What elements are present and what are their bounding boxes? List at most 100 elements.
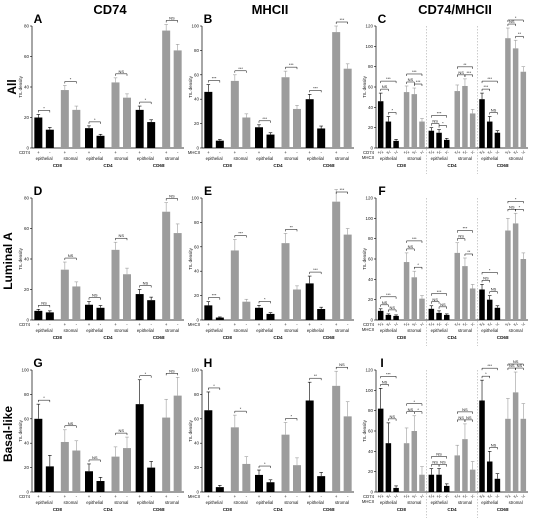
epithelial-label: epithelial: [86, 156, 103, 161]
significance-bracket: [309, 271, 322, 275]
significance-bracket: [414, 266, 423, 270]
significance-label: *: [515, 15, 517, 20]
bar-sub-label: +: [88, 150, 91, 155]
bar-cd68-epithelial: [494, 307, 501, 320]
significance-label: *: [94, 117, 96, 122]
bar-cd8-epithelial: [204, 410, 213, 492]
bar-sub-label: +: [37, 322, 40, 327]
epithelial-label: epithelial: [137, 500, 154, 505]
bar-sub-label: +: [234, 322, 237, 327]
bar-cd68-epithelial: [135, 109, 144, 148]
bar-cd4-stromal: [454, 252, 460, 320]
y-tick-label: 60: [368, 257, 374, 262]
significance-label: ***: [386, 371, 391, 376]
bar-sub-label: +/-: [436, 494, 442, 499]
bar-cd68-stromal: [343, 234, 352, 320]
bar-sub-label: +/+: [378, 150, 385, 155]
stromal-label: stromal: [335, 500, 349, 505]
group-label-cd4: CD4: [447, 507, 457, 512]
group-label-cd4: CD4: [447, 163, 457, 168]
significance-bracket: [515, 35, 524, 39]
significance-label: NS: [440, 460, 446, 465]
bar-sub-label: +/+: [403, 322, 410, 327]
bar-sub-label: +: [234, 150, 237, 155]
significance-bracket: [64, 81, 77, 84]
significance-label: NS: [491, 107, 497, 112]
bar-sub-label: +/-: [436, 322, 442, 327]
significance-label: *: [264, 461, 266, 466]
bar-sub-label: +/-: [513, 150, 519, 155]
epithelial-label: epithelial: [431, 328, 448, 333]
bar-sub-label: -: [177, 150, 179, 155]
bar-sub-label: +: [207, 150, 210, 155]
significance-bracket: [115, 432, 128, 436]
y-tick-label: 80: [24, 392, 30, 397]
significance-label: NS: [92, 455, 98, 460]
group-label-cd8: CD8: [223, 507, 233, 512]
y-axis-label: TIL density: [188, 75, 193, 98]
significance-label: *: [290, 413, 292, 418]
bar-cd68-epithelial: [135, 404, 144, 492]
y-axis-label: TIL density: [18, 419, 23, 442]
significance-bracket: [457, 238, 466, 241]
bar-sub-label: -: [126, 150, 128, 155]
significance-label: NS: [68, 421, 74, 426]
significance-label: NS: [458, 415, 464, 420]
significance-label: **: [467, 249, 471, 254]
significance-bracket: [431, 301, 440, 304]
panel-letter: D: [34, 184, 43, 198]
bar-cd68-stromal: [343, 416, 352, 492]
significance-bracket: [406, 411, 415, 414]
bar-cd4-stromal: [123, 274, 131, 320]
significance-bracket: [507, 367, 516, 371]
stromal-label: stromal: [234, 500, 248, 505]
y-tick-label: 100: [191, 368, 199, 373]
bar-cd8-epithelial: [34, 310, 43, 320]
bar-sub-label: -: [320, 150, 322, 155]
significance-bracket: [380, 304, 389, 307]
bar-cd4-epithelial: [444, 139, 450, 148]
significance-label: NS: [169, 194, 175, 199]
bar-sub-label: +/-: [386, 150, 392, 155]
significance-bracket: [457, 66, 473, 69]
panel-letter: B: [204, 12, 213, 26]
panel-e: E 0 20 40 60 80 100 TIL density + - + - epithelial st…: [184, 184, 362, 354]
y-tick-label: 20: [24, 115, 30, 120]
stromal-label: stromal: [284, 156, 298, 161]
bar-cd8-stromal: [72, 286, 81, 320]
bar-sub-label: -: [219, 150, 221, 155]
bar-sub-label: -/-: [521, 322, 526, 327]
bar-sub-label: +/+: [505, 494, 512, 499]
bar-sub-label: -: [347, 322, 349, 327]
bar-cd4-epithelial: [428, 130, 435, 148]
group-label-cd8: CD8: [223, 335, 233, 340]
y-tick-label: 20: [24, 465, 30, 470]
bar-sub-label: -/-: [521, 150, 526, 155]
significance-bracket: [64, 257, 77, 261]
y-tick-label: 40: [194, 441, 200, 446]
significance-label: NS: [458, 70, 464, 75]
bar-cd68-stromal: [512, 392, 519, 492]
y-tick-label: 20: [194, 121, 200, 126]
bar-cd8-stromal: [403, 92, 410, 148]
bar-cd68-epithelial: [147, 467, 156, 492]
bar-sub-label: -/-: [394, 322, 399, 327]
significance-bracket: [507, 209, 516, 212]
stromal-label: stromal: [165, 500, 179, 505]
bar-cd4-epithelial: [255, 127, 263, 148]
group-label-cd8: CD8: [397, 163, 407, 168]
bar-sub-label: -: [76, 494, 78, 499]
bar-sub-label: -: [219, 494, 221, 499]
bar-sub-label: +/-: [462, 494, 468, 499]
bar-sub-label: +: [64, 494, 67, 499]
significance-label: NS: [408, 77, 414, 82]
significance-bracket: [431, 464, 440, 467]
y-tick-label: 20: [194, 465, 200, 470]
bar-sub-label: +/+: [378, 322, 385, 327]
group-label-cd4: CD4: [447, 335, 457, 340]
significance-bracket: [388, 309, 397, 312]
bar-sub-label: +: [88, 322, 91, 327]
